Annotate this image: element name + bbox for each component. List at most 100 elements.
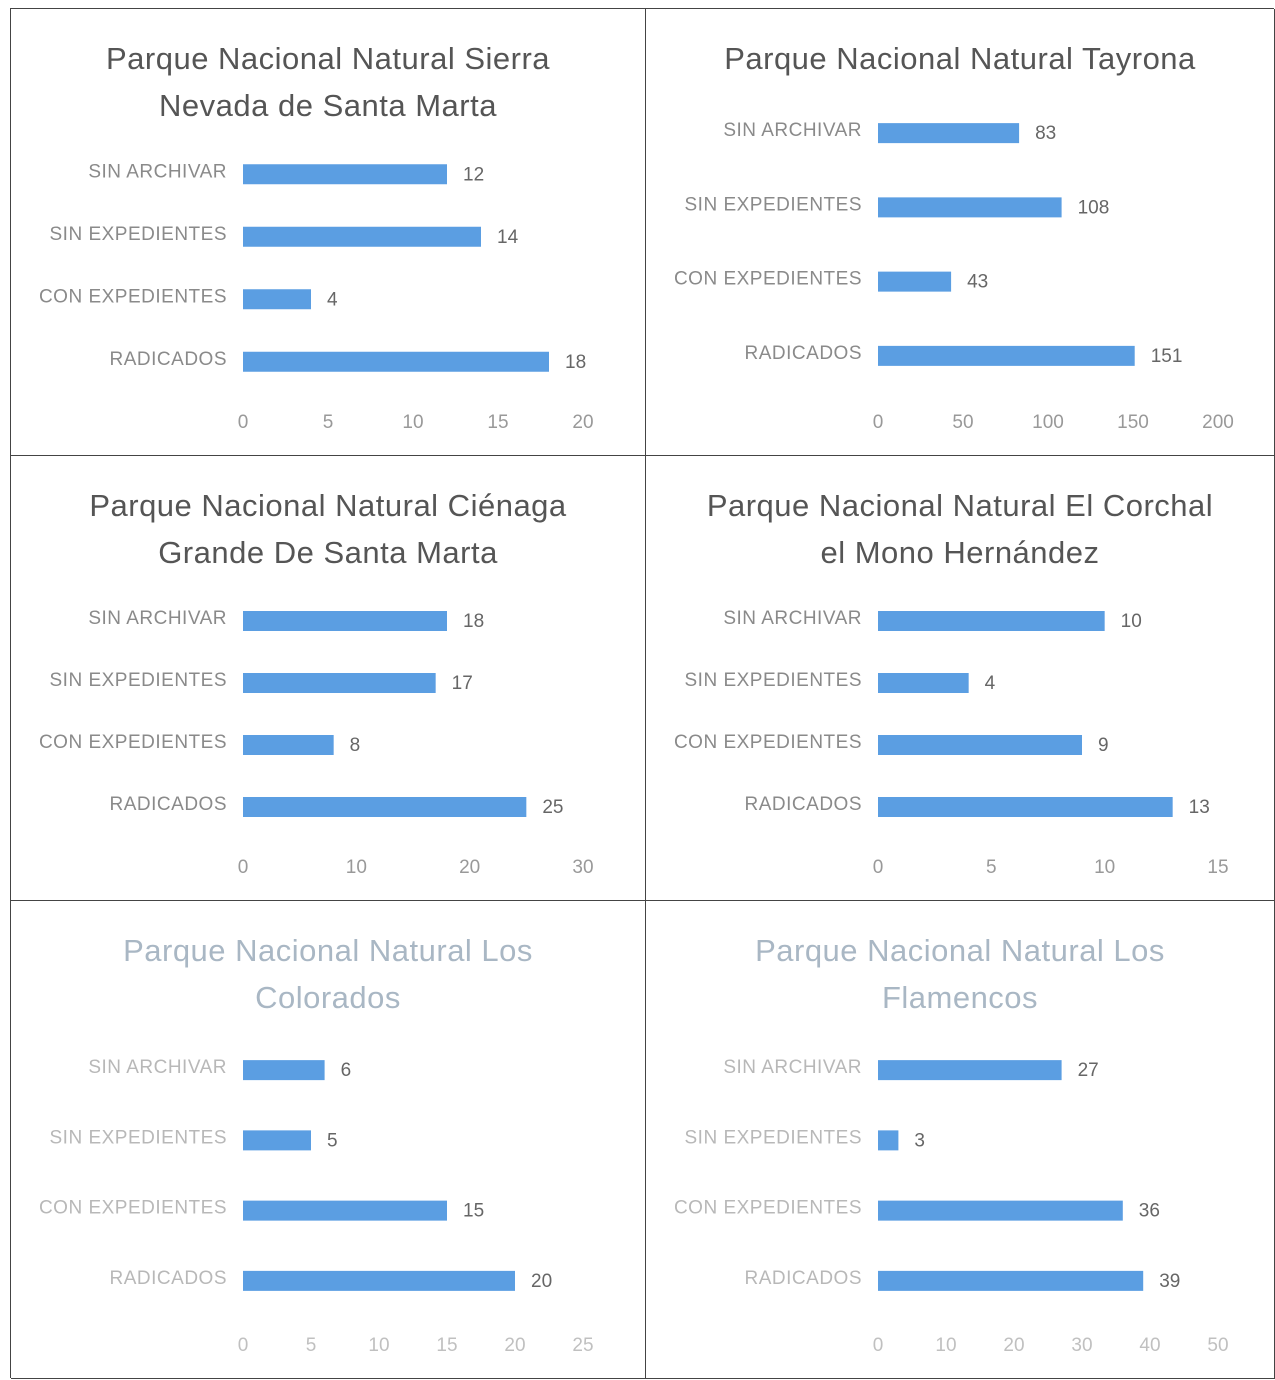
value-label: 9 — [1098, 735, 1109, 756]
bar — [878, 1060, 1062, 1081]
value-label: 15 — [463, 1201, 484, 1222]
category-label: RADICADOS — [110, 1268, 227, 1289]
x-tick-label: 200 — [1202, 412, 1234, 433]
chart-title: Parque Nacional Natural Los Colorados — [123, 933, 533, 1015]
x-tick-label: 20 — [572, 412, 593, 433]
value-label: 17 — [452, 673, 473, 694]
bar — [878, 611, 1105, 631]
x-tick-label: 15 — [487, 412, 508, 433]
category-label: RADICADOS — [745, 794, 862, 815]
category-label: SIN ARCHIVAR — [723, 120, 862, 141]
x-tick-label: 50 — [952, 412, 973, 433]
x-tick-label: 40 — [1139, 1335, 1160, 1356]
chart-title: Parque Nacional Natural El Corchal el Mo… — [706, 488, 1214, 570]
chart: SIN ARCHIVAR 83 SIN EXPEDIENTES 108 CON EXPE… — [674, 120, 1234, 433]
chart-panel: Parque Nacional Natural Ciénaga Grande D… — [11, 456, 646, 901]
bar — [878, 673, 969, 693]
category-label: RADICADOS — [110, 794, 227, 815]
bar — [243, 797, 527, 817]
chart: SIN ARCHIVAR 18 SIN EXPEDIENTES 17 CON EXPED… — [39, 608, 594, 878]
category-label: SIN EXPEDIENTES — [685, 670, 863, 691]
category-label: SIN EXPEDIENTES — [685, 194, 863, 215]
value-label: 13 — [1189, 797, 1210, 818]
bar — [878, 1200, 1123, 1221]
value-label: 4 — [327, 289, 338, 310]
bar — [243, 164, 447, 185]
category-label: CON EXPEDIENTES — [39, 286, 227, 307]
bar — [243, 611, 447, 631]
x-tick-label: 10 — [368, 1335, 389, 1356]
category-label: SIN ARCHIVAR — [88, 608, 227, 629]
chart-grid: Parque Nacional Natural Sierra Nevada de… — [10, 8, 1275, 1379]
x-tick-label: 0 — [238, 412, 249, 433]
value-label: 3 — [914, 1130, 925, 1151]
bar — [878, 123, 1020, 144]
bar — [243, 1060, 325, 1081]
x-tick-label: 15 — [1207, 857, 1228, 878]
x-tick-label: 20 — [1003, 1335, 1024, 1356]
category-label: RADICADOS — [110, 349, 227, 370]
x-tick-label: 25 — [572, 1335, 593, 1356]
value-label: 151 — [1151, 346, 1183, 367]
category-label: SIN EXPEDIENTES — [685, 1127, 863, 1148]
category-label: CON EXPEDIENTES — [674, 1198, 862, 1219]
chart: SIN ARCHIVAR 6 SIN EXPEDIENTES 5 CON EXPEDIE… — [39, 1057, 594, 1356]
value-label: 43 — [967, 272, 988, 293]
bar — [243, 351, 549, 372]
chart: SIN ARCHIVAR 12 SIN EXPEDIENTES 14 CON EXPED… — [39, 161, 594, 433]
chart: SIN ARCHIVAR 10 SIN EXPEDIENTES 4 CON EXPEDI… — [674, 608, 1229, 878]
bar — [878, 345, 1135, 366]
value-label: 20 — [531, 1271, 552, 1292]
chart-panel: Parque Nacional Natural Los Colorados SIN… — [11, 901, 646, 1379]
x-tick-label: 20 — [504, 1335, 525, 1356]
category-label: CON EXPEDIENTES — [39, 732, 227, 753]
x-tick-label: 50 — [1207, 1335, 1228, 1356]
category-label: RADICADOS — [745, 1268, 862, 1289]
x-tick-label: 10 — [935, 1335, 956, 1356]
x-tick-label: 30 — [572, 857, 593, 878]
value-label: 4 — [985, 673, 996, 694]
bar — [243, 1130, 311, 1151]
category-label: SIN EXPEDIENTES — [50, 1127, 228, 1148]
category-label: CON EXPEDIENTES — [674, 732, 862, 753]
x-tick-label: 150 — [1117, 412, 1149, 433]
bar — [243, 289, 311, 310]
bar — [878, 1270, 1144, 1291]
category-label: SIN EXPEDIENTES — [50, 224, 228, 245]
chart-title: Parque Nacional Natural Sierra Nevada de… — [105, 41, 551, 123]
bar — [243, 1200, 447, 1221]
x-tick-label: 0 — [873, 412, 884, 433]
value-label: 18 — [565, 352, 586, 373]
value-label: 39 — [1159, 1271, 1180, 1292]
bar — [243, 673, 436, 693]
value-label: 10 — [1121, 611, 1142, 632]
category-label: SIN ARCHIVAR — [723, 1057, 862, 1078]
chart-title: Parque Nacional Natural Tayrona — [724, 41, 1196, 76]
chart-title: Parque Nacional Natural Los Flamencos — [755, 933, 1165, 1015]
x-tick-label: 0 — [873, 1335, 884, 1356]
bar — [243, 1270, 515, 1291]
x-tick-label: 30 — [1071, 1335, 1092, 1356]
value-label: 18 — [463, 611, 484, 632]
value-label: 83 — [1035, 123, 1056, 144]
bar — [878, 1130, 899, 1151]
chart-panel: Parque Nacional Natural El Corchal el Mo… — [646, 456, 1275, 901]
value-label: 6 — [341, 1060, 352, 1081]
chart-panel: Parque Nacional Natural Sierra Nevada de… — [11, 9, 646, 456]
x-tick-label: 0 — [873, 857, 884, 878]
bar — [878, 797, 1173, 817]
category-label: RADICADOS — [745, 343, 862, 364]
x-tick-label: 0 — [238, 1335, 249, 1356]
x-tick-label: 10 — [402, 412, 423, 433]
x-tick-label: 0 — [238, 857, 249, 878]
x-tick-label: 15 — [436, 1335, 457, 1356]
x-tick-label: 20 — [459, 857, 480, 878]
category-label: CON EXPEDIENTES — [39, 1198, 227, 1219]
bar — [878, 197, 1062, 218]
value-label: 25 — [542, 797, 563, 818]
value-label: 5 — [327, 1130, 338, 1151]
chart: SIN ARCHIVAR 27 SIN EXPEDIENTES 3 CON EXPEDI… — [674, 1057, 1229, 1356]
bar — [243, 735, 334, 755]
category-label: SIN ARCHIVAR — [88, 1057, 227, 1078]
value-label: 27 — [1078, 1060, 1099, 1081]
